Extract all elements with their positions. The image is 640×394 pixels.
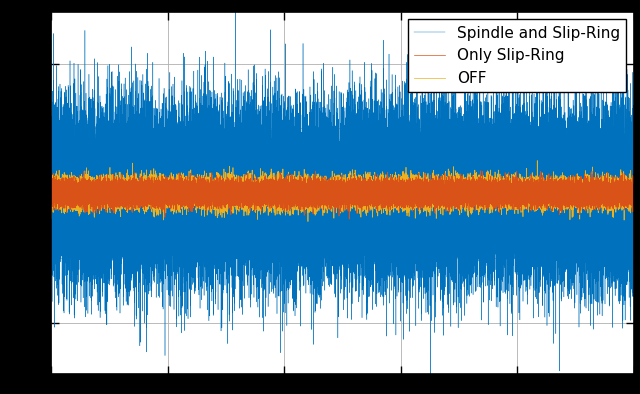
Only Slip-Ring xyxy=(87,190,95,194)
OFF xyxy=(479,193,487,198)
Only Slip-Ring xyxy=(346,217,353,221)
Spindle and Slip-Ring xyxy=(87,208,95,212)
OFF xyxy=(271,190,278,195)
Spindle and Slip-Ring xyxy=(364,183,371,188)
OFF xyxy=(534,158,541,163)
Only Slip-Ring xyxy=(364,191,371,195)
Spindle and Slip-Ring xyxy=(398,228,406,232)
Only Slip-Ring xyxy=(477,168,484,173)
OFF xyxy=(304,219,312,224)
Only Slip-Ring xyxy=(398,193,406,198)
Spindle and Slip-Ring xyxy=(188,249,195,254)
Only Slip-Ring xyxy=(271,187,278,191)
OFF xyxy=(188,189,195,193)
Only Slip-Ring xyxy=(630,190,637,195)
Spindle and Slip-Ring xyxy=(426,376,434,381)
Spindle and Slip-Ring xyxy=(479,179,487,184)
Only Slip-Ring xyxy=(479,188,487,193)
OFF xyxy=(630,185,637,190)
OFF xyxy=(364,193,371,198)
OFF xyxy=(398,188,406,193)
Line: Spindle and Slip-Ring: Spindle and Slip-Ring xyxy=(51,7,634,378)
Line: OFF: OFF xyxy=(51,161,634,221)
OFF xyxy=(47,183,55,188)
Line: Only Slip-Ring: Only Slip-Ring xyxy=(51,171,634,219)
Legend: Spindle and Slip-Ring, Only Slip-Ring, OFF: Spindle and Slip-Ring, Only Slip-Ring, O… xyxy=(408,19,626,92)
Spindle and Slip-Ring xyxy=(232,5,239,10)
OFF xyxy=(87,186,95,191)
Spindle and Slip-Ring xyxy=(630,128,637,133)
Spindle and Slip-Ring xyxy=(47,170,55,175)
Only Slip-Ring xyxy=(188,183,195,188)
Spindle and Slip-Ring xyxy=(271,188,278,193)
Only Slip-Ring xyxy=(47,190,55,195)
